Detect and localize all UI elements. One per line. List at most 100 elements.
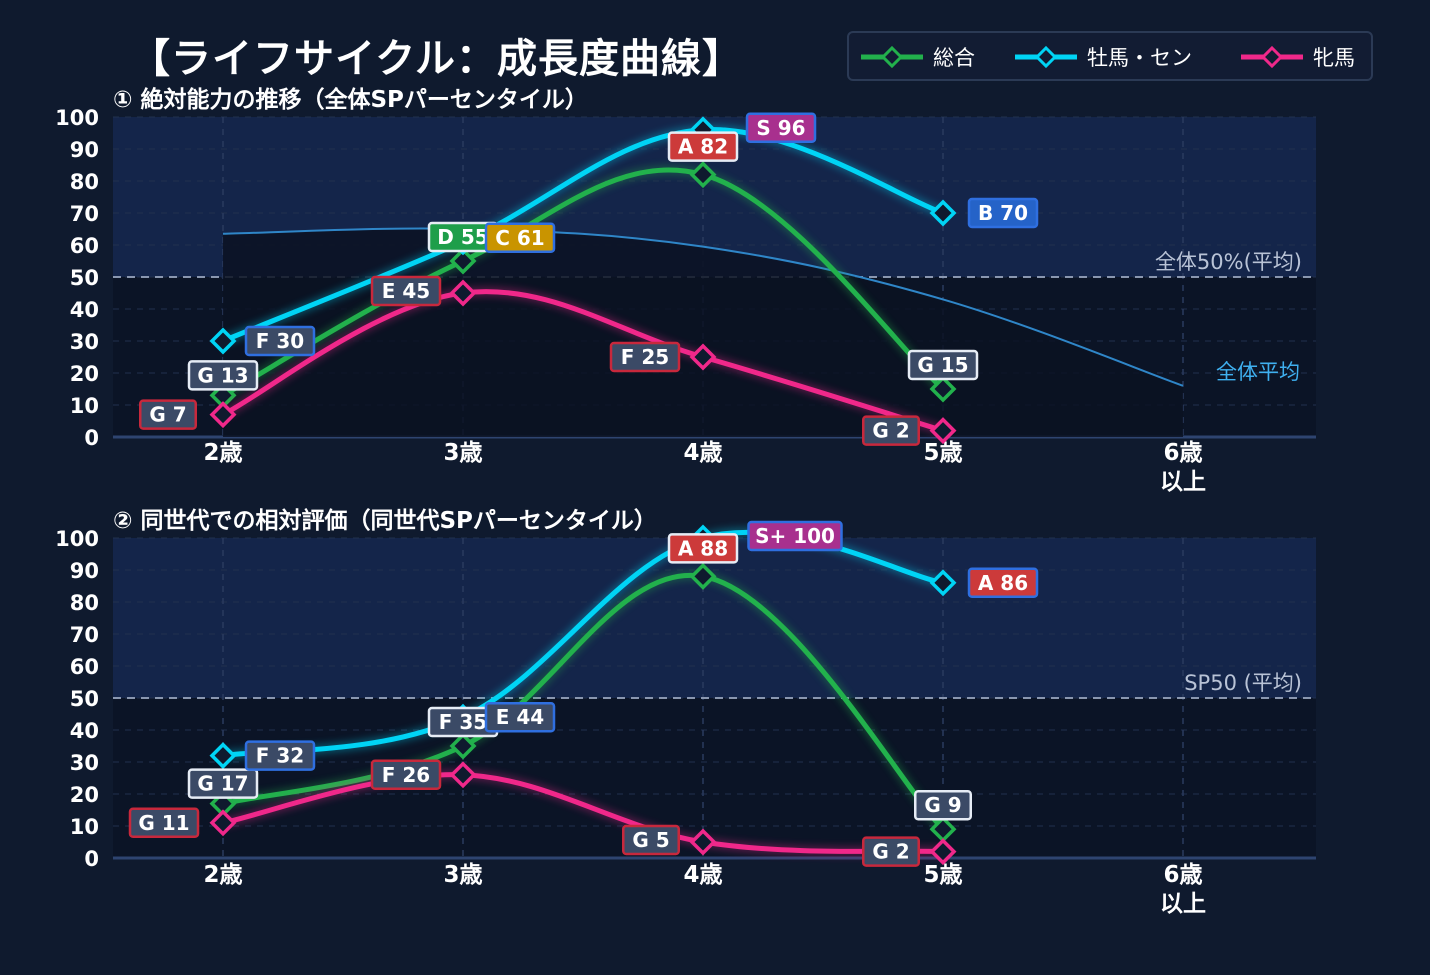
data-label-box xyxy=(862,415,920,446)
data-label: G 2 xyxy=(862,415,920,446)
data-point xyxy=(929,375,957,403)
data-label-box xyxy=(667,131,739,162)
data-label-text: C 61 xyxy=(495,226,544,250)
data-label: B 70 xyxy=(967,197,1039,229)
data-label-box xyxy=(862,836,920,867)
diamond-line-icon xyxy=(1015,45,1077,69)
y-tick-label: 90 xyxy=(70,559,99,583)
y-tick-label: 0 xyxy=(84,426,99,450)
data-label-text: G 11 xyxy=(138,811,189,835)
data-label: G 2 xyxy=(862,836,920,867)
data-label-text: A 82 xyxy=(678,135,728,159)
data-label: G 7 xyxy=(139,399,197,430)
reference-line-label: 全体50%(平均) xyxy=(1155,250,1302,274)
series-line-2 xyxy=(220,289,946,434)
y-tick-label: 90 xyxy=(70,138,99,162)
x-tick-label: 6歳 xyxy=(1163,440,1202,466)
legend: 総合 牡馬・セン 牝馬 xyxy=(847,31,1373,81)
data-point xyxy=(929,417,957,445)
data-point xyxy=(929,838,957,866)
chart-title: 【ライフサイクル：成長度曲線】 xyxy=(130,36,743,82)
data-label: F 25 xyxy=(609,341,681,373)
data-point xyxy=(689,562,717,590)
x-tick-label: 2歳 xyxy=(203,862,242,888)
data-point xyxy=(929,199,957,227)
data-label: S 96 xyxy=(745,112,817,144)
y-tick-label: 100 xyxy=(55,527,99,551)
data-label-text: E 44 xyxy=(496,705,544,729)
x-tick-label: 以上 xyxy=(1160,891,1206,917)
panel2-title: ② 同世代での相対評価（同世代SPパーセンタイル） xyxy=(113,508,657,534)
data-label: E 44 xyxy=(484,701,556,733)
data-label: F 32 xyxy=(244,740,316,771)
data-label-box xyxy=(667,533,739,564)
data-label: G 13 xyxy=(187,360,259,391)
y-tick-label: 10 xyxy=(70,394,99,418)
data-label-text: F 32 xyxy=(256,744,304,768)
data-label: G 15 xyxy=(907,349,979,381)
data-label-box xyxy=(370,275,442,307)
data-label-text: S+ 100 xyxy=(755,524,835,548)
data-label-box xyxy=(747,520,843,552)
data-label-text: G 15 xyxy=(917,353,968,377)
upper-band xyxy=(113,538,1316,698)
data-label-box xyxy=(967,197,1039,229)
y-tick-label: 40 xyxy=(70,298,99,322)
data-label-text: F 35 xyxy=(439,710,487,734)
data-label: G 11 xyxy=(128,807,200,839)
legend-label: 総合 xyxy=(933,46,975,70)
data-point xyxy=(209,742,237,770)
data-point xyxy=(449,732,477,760)
y-tick-label: 60 xyxy=(70,234,99,258)
y-tick-label: 20 xyxy=(70,783,99,807)
data-label-text: G 13 xyxy=(197,363,248,387)
data-label-text: A 86 xyxy=(978,571,1028,595)
data-label-text: B 70 xyxy=(978,201,1028,225)
legend-item-male: 牡馬・セン xyxy=(1015,43,1192,71)
x-tick-label: 5歳 xyxy=(923,862,962,888)
data-label-box xyxy=(622,824,680,856)
y-tick-label: 70 xyxy=(70,202,99,226)
data-label-box xyxy=(907,349,979,381)
data-point xyxy=(929,569,957,597)
data-label-box xyxy=(745,112,817,144)
data-label-text: D 55 xyxy=(437,225,488,249)
x-tick-label: 以上 xyxy=(1160,469,1206,495)
x-tick-label: 4歳 xyxy=(683,440,722,466)
data-label-text: G 2 xyxy=(872,419,909,443)
data-label: F 26 xyxy=(370,759,442,791)
data-label: S+ 100 xyxy=(747,520,843,552)
panel1-title: ① 絶対能力の推移（全体SPパーセンタイル） xyxy=(113,87,588,113)
y-tick-label: 0 xyxy=(84,847,99,871)
data-label-text: F 25 xyxy=(621,345,669,369)
data-label: D 55 xyxy=(427,221,499,253)
y-tick-label: 50 xyxy=(70,266,99,290)
data-label-box xyxy=(244,325,316,357)
data-point xyxy=(689,828,717,856)
data-label-box xyxy=(128,807,200,839)
data-label-text: G 9 xyxy=(924,793,961,817)
y-tick-label: 80 xyxy=(70,170,99,194)
y-tick-label: 20 xyxy=(70,362,99,386)
legend-item-total: 総合 xyxy=(861,43,975,71)
data-label-text: G 2 xyxy=(872,840,909,864)
x-tick-label: 6歳 xyxy=(1163,862,1202,888)
x-tick-label: 3歳 xyxy=(443,862,482,888)
data-label-text: G 5 xyxy=(632,828,669,852)
data-point xyxy=(209,401,237,429)
series-line-1 xyxy=(220,127,946,344)
data-label-text: A 88 xyxy=(678,536,728,560)
y-tick-label: 60 xyxy=(70,655,99,679)
data-label-text: S 96 xyxy=(756,116,805,140)
data-label-text: F 30 xyxy=(256,329,304,353)
diamond-line-icon xyxy=(861,45,923,69)
data-label-box xyxy=(967,567,1039,599)
data-label: F 30 xyxy=(244,325,316,357)
y-tick-label: 100 xyxy=(55,106,99,130)
data-label-box xyxy=(244,740,316,771)
series-line-2 xyxy=(220,772,946,855)
data-label-text: G 7 xyxy=(149,403,186,427)
diamond-line-icon xyxy=(1241,45,1303,69)
data-label: G 17 xyxy=(187,768,259,799)
